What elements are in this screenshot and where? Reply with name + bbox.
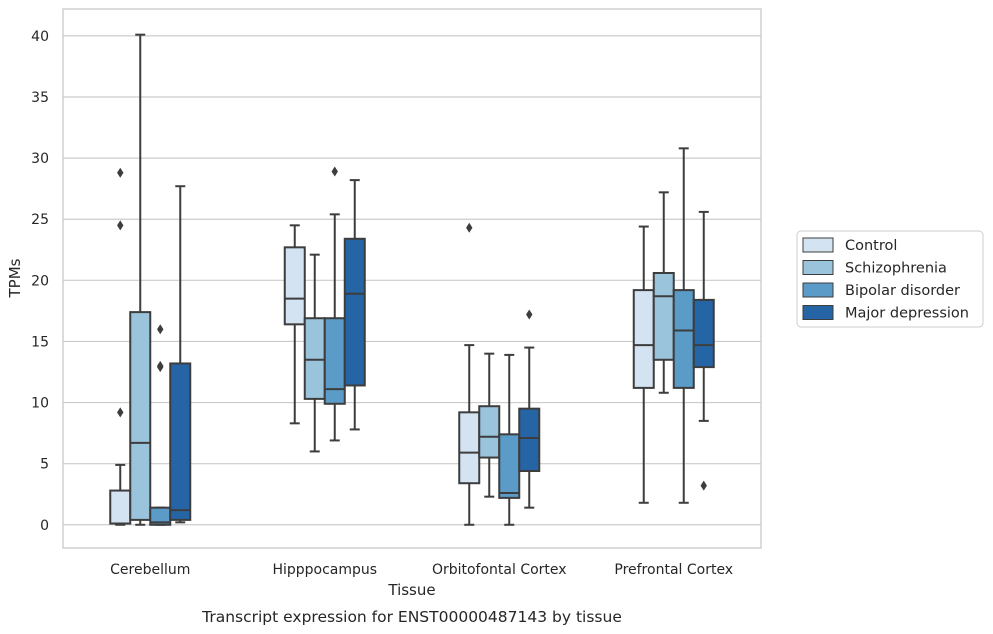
box-body (478, 405, 501, 459)
box (458, 222, 481, 526)
outlier-point (466, 222, 473, 233)
x-tick-label: Cerebellum (110, 562, 190, 578)
box-body (283, 246, 306, 326)
box-body (169, 362, 192, 521)
plot-frame (62, 8, 762, 549)
y-tick-label: 15 (31, 334, 49, 350)
box-body (652, 272, 675, 361)
outlier-point (700, 480, 707, 491)
x-tick-labels: Cerebellum Hipppocampus Orbitofontal Corte… (110, 562, 733, 578)
box-body (129, 311, 152, 521)
legend-swatch (802, 260, 834, 275)
box-body (458, 411, 481, 485)
y-tick-label: 40 (31, 29, 49, 45)
box (478, 352, 501, 498)
box (303, 253, 326, 453)
box (518, 309, 541, 509)
legend-label: Bipolar disorder (845, 283, 960, 299)
outlier-point (526, 309, 533, 320)
y-tick-label: 25 (31, 212, 49, 228)
chart-caption: Transcript expression for ENST0000048714… (201, 608, 622, 626)
y-axis-label: TPMs (6, 258, 24, 298)
box-body (692, 298, 715, 369)
outlier-point (157, 360, 164, 371)
y-tick-label: 35 (31, 90, 49, 106)
y-tick-label: 30 (31, 151, 49, 167)
legend-swatch (802, 237, 834, 253)
x-tick-label: Prefrontal Cortex (614, 562, 733, 578)
y-tick-labels: 0 5 10 15 20 25 30 35 40 (31, 29, 49, 534)
box-body (498, 433, 521, 499)
legend: Control Schizophrenia Bipolar disorder Majo… (796, 230, 984, 328)
x-axis-label: Tissue (387, 581, 435, 599)
box-body (672, 289, 695, 389)
box (283, 224, 306, 425)
box-body (109, 489, 132, 525)
box-body (303, 317, 326, 400)
box (672, 147, 695, 504)
y-tick-label: 20 (31, 273, 49, 289)
legend-swatch (802, 305, 834, 320)
outlier-point (117, 167, 124, 178)
outlier-point (331, 166, 338, 177)
y-tick-label: 0 (40, 518, 49, 534)
outlier-point (157, 324, 164, 335)
legend-label: Major depression (845, 306, 969, 322)
legend-swatch (802, 282, 834, 298)
boxes (109, 33, 715, 526)
box-body (343, 237, 366, 387)
y-tick-label: 10 (31, 396, 49, 412)
box (498, 353, 521, 526)
box-body (632, 289, 655, 389)
box (129, 33, 152, 526)
box (343, 179, 366, 431)
box (169, 185, 192, 524)
box (692, 210, 715, 491)
x-tick-label: Orbitofontal Cortex (432, 562, 567, 578)
outlier-point (117, 407, 124, 418)
legend-frame (796, 230, 984, 328)
box (323, 166, 346, 442)
box-body (518, 407, 541, 472)
legend-label: Control (845, 238, 897, 254)
y-tick-label: 5 (40, 457, 49, 473)
box-body (323, 317, 346, 405)
outlier-point (117, 220, 124, 231)
legend-label: Schizophrenia (845, 261, 947, 277)
x-tick-label: Hipppocampus (272, 562, 377, 578)
